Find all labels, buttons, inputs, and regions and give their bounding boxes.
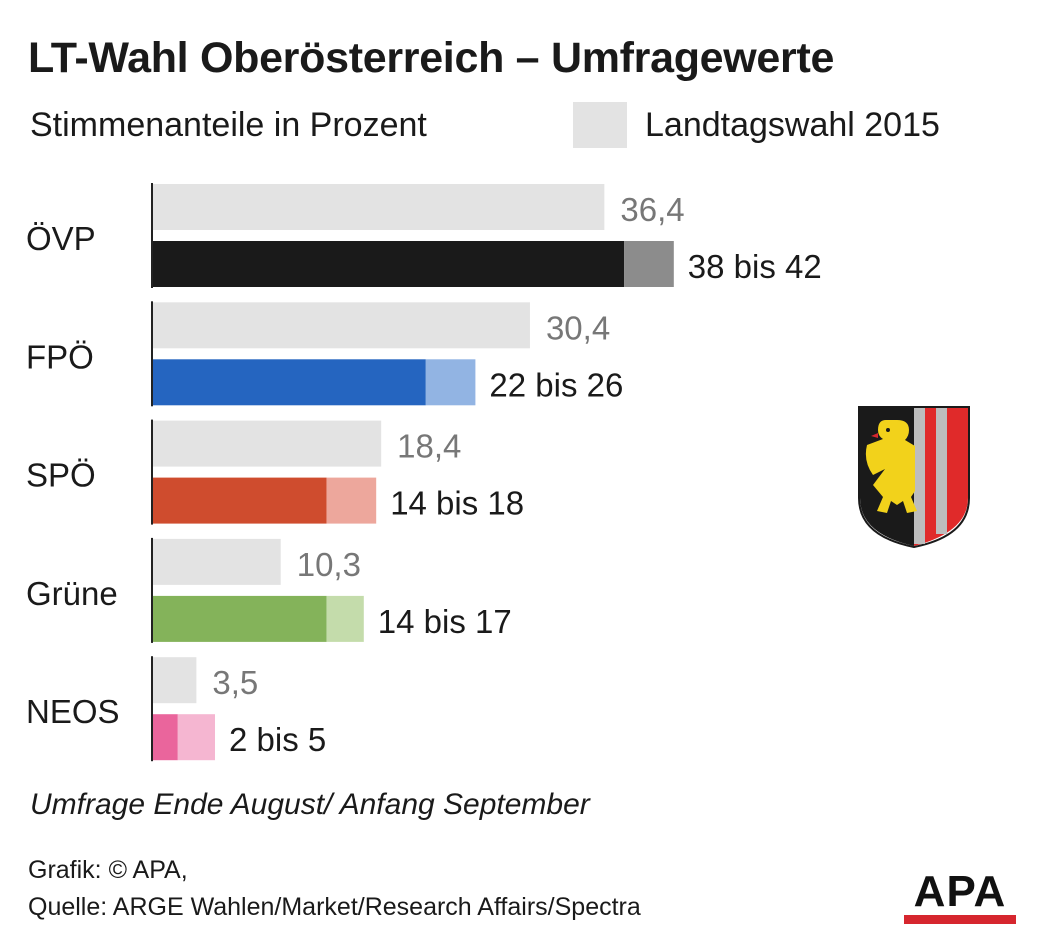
bar-poll-low-fpö bbox=[153, 359, 426, 406]
category-label-spö: SPÖ bbox=[26, 457, 96, 494]
value-label-2015-neos: 3,5 bbox=[212, 664, 258, 701]
category-label-övp: ÖVP bbox=[26, 220, 96, 257]
value-label-poll-spö: 14 bis 18 bbox=[390, 485, 524, 522]
legend-swatch-2015 bbox=[573, 102, 627, 148]
credit-source: Quelle: ARGE Wahlen/Market/Research Affa… bbox=[28, 893, 641, 921]
category-label-grüne: Grüne bbox=[26, 575, 118, 612]
bar-poll-range-spö bbox=[326, 477, 377, 524]
credit-graphic: Grafik: © APA, bbox=[28, 856, 188, 884]
bar-2015-neos bbox=[153, 657, 197, 704]
apa-logo: APA bbox=[904, 870, 1016, 924]
value-label-2015-övp: 36,4 bbox=[620, 191, 684, 228]
bar-2015-grüne bbox=[153, 538, 281, 585]
value-label-poll-fpö: 22 bis 26 bbox=[489, 366, 623, 403]
apa-logo-text: APA bbox=[913, 867, 1007, 916]
bar-2015-spö bbox=[153, 420, 382, 467]
apa-logo-bar bbox=[904, 915, 1016, 924]
survey-note: Umfrage Ende August/ Anfang September bbox=[30, 788, 590, 821]
bar-2015-övp bbox=[153, 184, 605, 230]
value-label-2015-fpö: 30,4 bbox=[546, 309, 610, 346]
chart-title: LT-Wahl Oberösterreich – Umfragewerte bbox=[28, 34, 835, 82]
bar-2015-fpö bbox=[153, 302, 530, 349]
bar-poll-range-övp bbox=[624, 241, 674, 287]
bar-chart: ÖVP 36,438 bis 42 FPÖ 30,4 22 bis 26 SPÖ 18,4 1… bbox=[26, 183, 822, 762]
bar-poll-range-neos bbox=[177, 714, 215, 761]
category-label-fpö: FPÖ bbox=[26, 338, 94, 375]
category-label-neos: NEOS bbox=[26, 693, 120, 730]
bar-poll-low-övp bbox=[153, 241, 625, 287]
bar-poll-range-fpö bbox=[425, 359, 476, 406]
value-label-2015-spö: 18,4 bbox=[397, 428, 461, 465]
legend: Landtagswahl 2015 bbox=[573, 102, 940, 148]
value-label-2015-grüne: 10,3 bbox=[297, 546, 361, 583]
value-label-poll-neos: 2 bis 5 bbox=[229, 721, 326, 758]
chart-subtitle: Stimmenanteile in Prozent bbox=[30, 106, 427, 144]
bar-poll-low-grüne bbox=[153, 595, 327, 642]
upper-austria-coat-of-arms bbox=[858, 406, 970, 548]
value-label-poll-grüne: 14 bis 17 bbox=[378, 603, 512, 640]
bar-poll-low-neos bbox=[153, 714, 178, 761]
bar-poll-range-grüne bbox=[326, 595, 364, 642]
legend-label-2015: Landtagswahl 2015 bbox=[645, 105, 940, 144]
bar-poll-low-spö bbox=[153, 477, 327, 524]
value-label-poll-övp: 38 bis 42 bbox=[688, 248, 822, 285]
